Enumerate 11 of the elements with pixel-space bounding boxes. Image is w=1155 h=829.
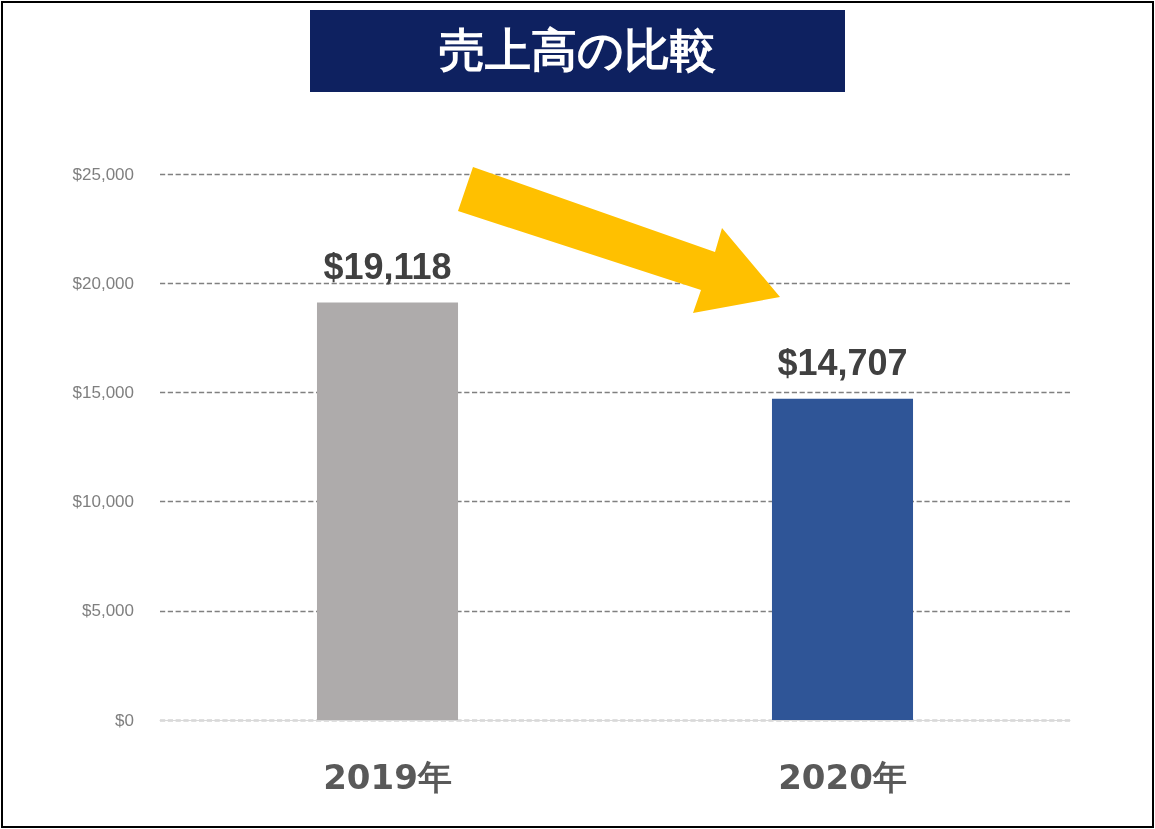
y-tick-label: $5,000 [82, 601, 134, 621]
x-tick-label: 2019年 [323, 757, 452, 797]
data-label: $14,707 [777, 342, 908, 384]
y-tick-label: $15,000 [72, 382, 134, 402]
y-tick-label: $10,000 [72, 492, 134, 512]
chart-title: 売上高の比較 [310, 10, 845, 92]
y-tick-label: $0 [115, 710, 134, 730]
x-tick-label: 2020年 [778, 757, 907, 797]
y-tick-label: $25,000 [72, 164, 134, 184]
y-tick-label: $20,000 [72, 273, 134, 293]
data-label: $19,118 [323, 245, 452, 287]
